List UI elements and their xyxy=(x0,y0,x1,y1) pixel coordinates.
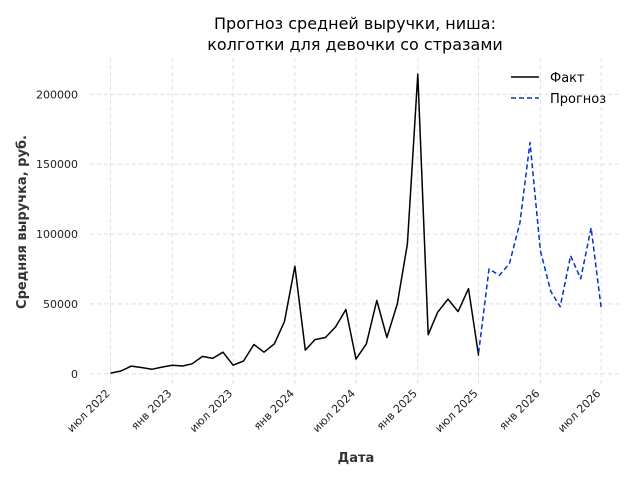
y-tick-label: 0 xyxy=(71,368,78,381)
x-axis-ticks: июл 2022 янв 2023 июл 2023 янв 2024 июл 2024… xyxy=(65,387,604,435)
legend-label-fakt: Факт xyxy=(550,71,585,86)
y-tick-label: 50000 xyxy=(43,298,78,311)
x-axis-label: Дата xyxy=(338,451,375,466)
y-tick-label: 100000 xyxy=(36,228,78,241)
x-tick-label: июл 2022 xyxy=(65,387,113,435)
chart-title-line-1: Прогноз средней выручки, ниша: xyxy=(214,14,496,33)
grid xyxy=(90,58,622,385)
x-tick-label: янв 2024 xyxy=(251,387,297,433)
legend: Факт Прогноз xyxy=(511,71,606,107)
x-tick-label: июл 2025 xyxy=(433,387,481,435)
x-tick-label: янв 2025 xyxy=(374,387,420,433)
series-line-prognoz xyxy=(477,141,602,353)
y-tick-label: 150000 xyxy=(36,158,78,171)
x-tick-label: янв 2023 xyxy=(129,387,175,433)
chart-title-line-2: колготки для девочки со стразами xyxy=(207,35,503,54)
series-lines xyxy=(110,73,602,374)
series-line-fakt xyxy=(110,73,480,374)
legend-label-prognoz: Прогноз xyxy=(550,92,606,107)
y-axis-label: Средняя выручка, руб. xyxy=(15,135,30,309)
x-tick-label: янв 2026 xyxy=(497,387,543,433)
y-axis-ticks: 0 50000 100000 150000 200000 xyxy=(36,88,78,380)
x-tick-label: июл 2023 xyxy=(187,387,235,435)
x-tick-label: июл 2026 xyxy=(555,387,603,435)
x-tick-label: июл 2024 xyxy=(310,387,358,435)
y-tick-label: 200000 xyxy=(36,88,78,101)
